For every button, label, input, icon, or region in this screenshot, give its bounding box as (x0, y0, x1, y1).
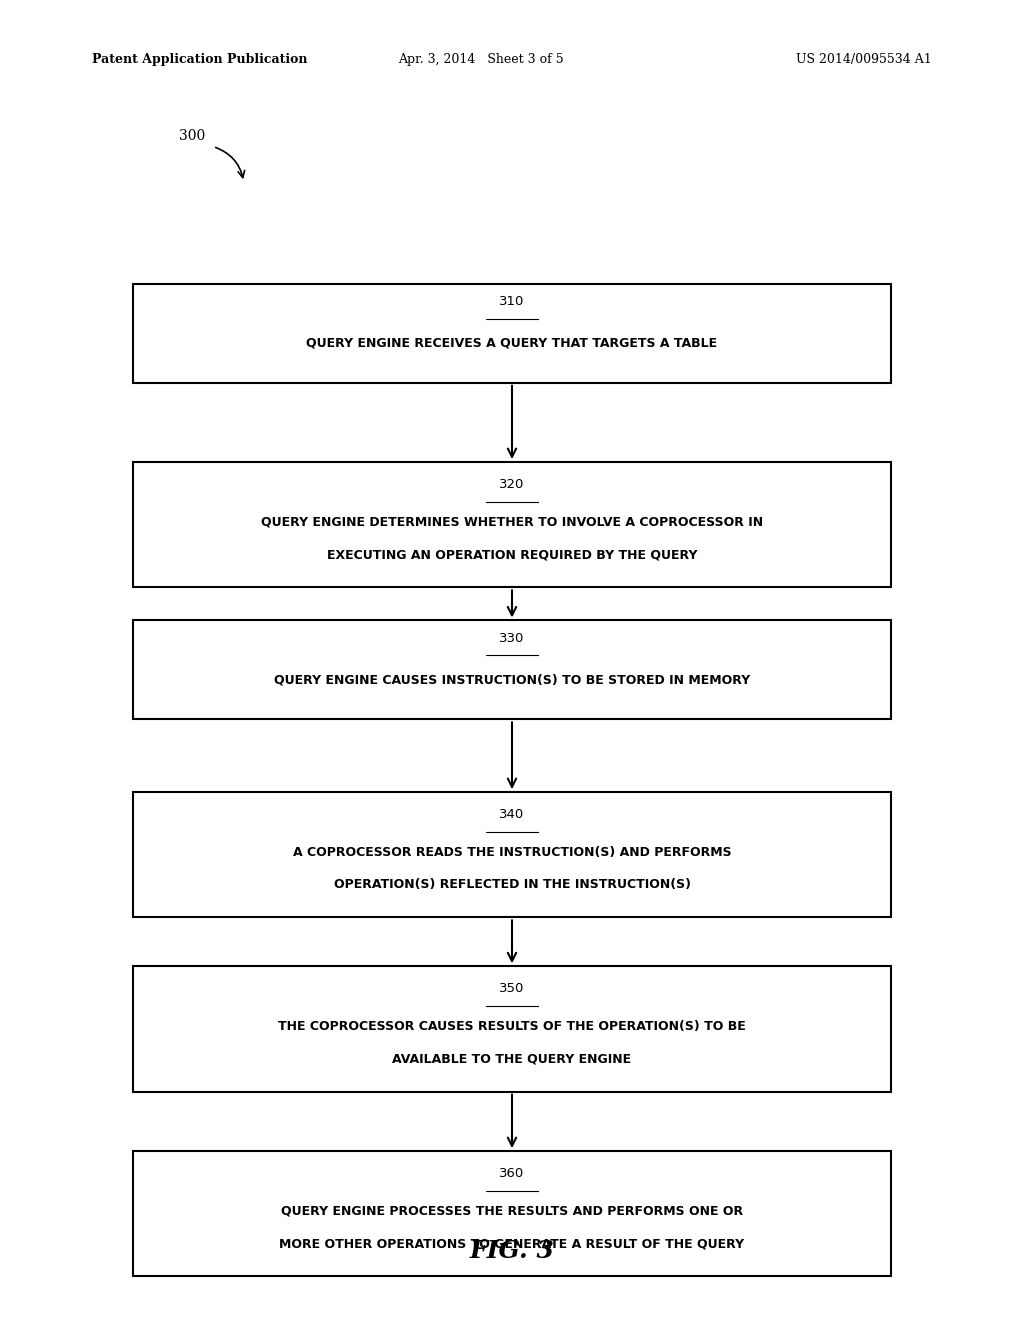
Text: QUERY ENGINE DETERMINES WHETHER TO INVOLVE A COPROCESSOR IN: QUERY ENGINE DETERMINES WHETHER TO INVOL… (261, 516, 763, 529)
Bar (133, 462, 891, 587)
Text: 360: 360 (500, 1167, 524, 1180)
Text: AVAILABLE TO THE QUERY ENGINE: AVAILABLE TO THE QUERY ENGINE (392, 1052, 632, 1065)
Text: Apr. 3, 2014   Sheet 3 of 5: Apr. 3, 2014 Sheet 3 of 5 (398, 53, 564, 66)
Text: OPERATION(S) REFLECTED IN THE INSTRUCTION(S): OPERATION(S) REFLECTED IN THE INSTRUCTIO… (334, 878, 690, 891)
FancyArrowPatch shape (216, 148, 245, 178)
Bar (133, 792, 891, 917)
Bar (133, 284, 891, 383)
Bar (133, 620, 891, 719)
Text: 320: 320 (500, 478, 524, 491)
Text: FIG. 3: FIG. 3 (470, 1239, 554, 1263)
Text: THE COPROCESSOR CAUSES RESULTS OF THE OPERATION(S) TO BE: THE COPROCESSOR CAUSES RESULTS OF THE OP… (279, 1020, 745, 1034)
Bar (133, 966, 891, 1092)
Text: 340: 340 (500, 808, 524, 821)
Text: QUERY ENGINE PROCESSES THE RESULTS AND PERFORMS ONE OR: QUERY ENGINE PROCESSES THE RESULTS AND P… (281, 1205, 743, 1218)
Text: Patent Application Publication: Patent Application Publication (92, 53, 307, 66)
Text: EXECUTING AN OPERATION REQUIRED BY THE QUERY: EXECUTING AN OPERATION REQUIRED BY THE Q… (327, 548, 697, 561)
Text: A COPROCESSOR READS THE INSTRUCTION(S) AND PERFORMS: A COPROCESSOR READS THE INSTRUCTION(S) A… (293, 846, 731, 859)
Text: QUERY ENGINE RECEIVES A QUERY THAT TARGETS A TABLE: QUERY ENGINE RECEIVES A QUERY THAT TARGE… (306, 337, 718, 350)
Text: 300: 300 (179, 129, 206, 143)
Bar (133, 1151, 891, 1276)
Text: 310: 310 (500, 296, 524, 308)
Text: 350: 350 (500, 982, 524, 995)
Text: QUERY ENGINE CAUSES INSTRUCTION(S) TO BE STORED IN MEMORY: QUERY ENGINE CAUSES INSTRUCTION(S) TO BE… (273, 673, 751, 686)
Text: MORE OTHER OPERATIONS TO GENERATE A RESULT OF THE QUERY: MORE OTHER OPERATIONS TO GENERATE A RESU… (280, 1237, 744, 1250)
Text: US 2014/0095534 A1: US 2014/0095534 A1 (796, 53, 932, 66)
Text: 330: 330 (500, 632, 524, 644)
